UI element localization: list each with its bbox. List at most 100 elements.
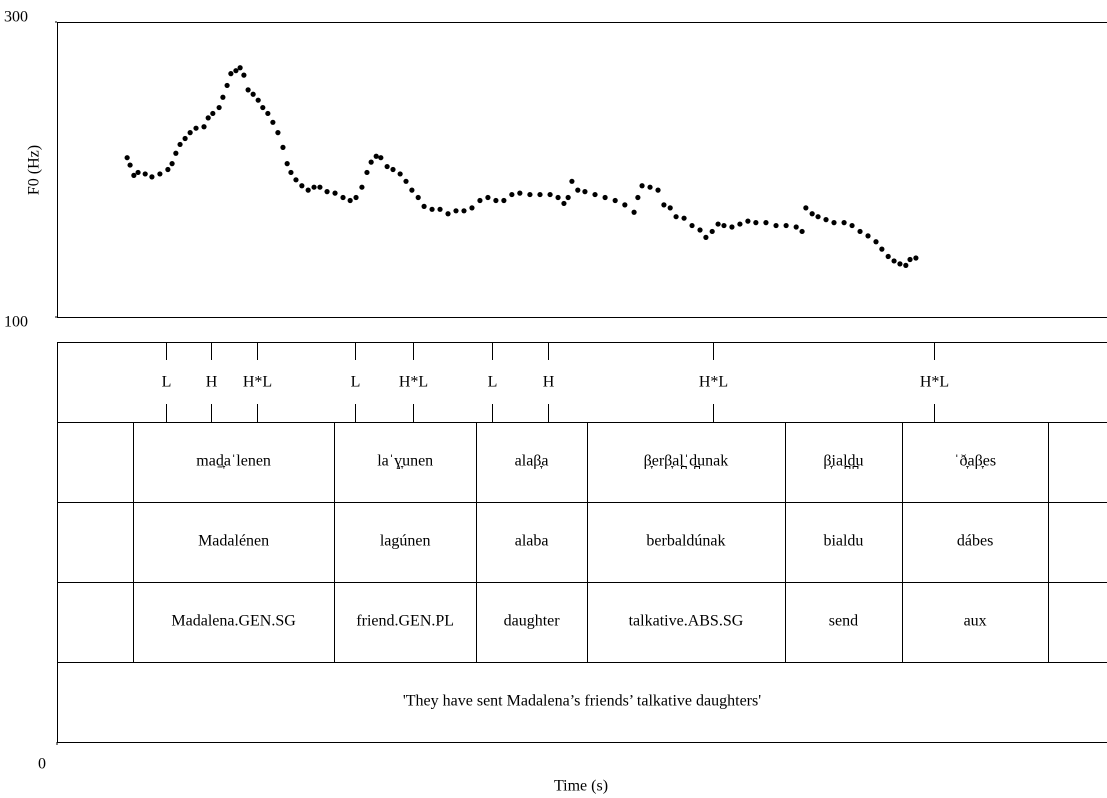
- f0-point: [429, 206, 435, 212]
- f0-point: [647, 184, 653, 190]
- tier-label: lagúnen: [380, 533, 431, 550]
- f0-point: [169, 161, 175, 167]
- tier-label: berbaldúnak: [646, 533, 725, 550]
- tier-label: friend.GEN.PL: [356, 613, 454, 630]
- tone-label: H*L: [399, 374, 428, 391]
- f0-point: [182, 135, 188, 142]
- f0-point: [409, 187, 415, 193]
- f0-point: [453, 208, 459, 214]
- f0-point: [879, 246, 885, 252]
- f0-point: [135, 169, 141, 176]
- tier-label: send: [829, 613, 858, 630]
- f0-point: [913, 255, 919, 261]
- f0-point: [831, 220, 837, 226]
- f0-point: [142, 171, 148, 177]
- f0-point: [270, 119, 276, 125]
- f0-point: [205, 115, 211, 121]
- f0-point: [849, 222, 855, 229]
- f0-point: [165, 166, 171, 173]
- tier-label: talkative.ABS.SG: [629, 613, 744, 630]
- f0-point: [721, 222, 727, 229]
- f0-point: [157, 171, 163, 177]
- tone-label: H*L: [699, 374, 728, 391]
- y-tick-label: 300: [4, 9, 28, 26]
- f0-point: [903, 262, 909, 268]
- f0-point: [127, 162, 133, 168]
- f0-point: [233, 68, 239, 74]
- f0-point: [368, 159, 374, 165]
- f0-point: [201, 124, 207, 130]
- tone-label: H*L: [920, 374, 949, 391]
- x-axis-label: Time (s): [554, 778, 608, 795]
- f0-point: [124, 155, 130, 161]
- f0-point: [709, 228, 715, 235]
- f0-point: [193, 125, 199, 131]
- f0-point: [737, 221, 743, 227]
- f0-point: [280, 144, 286, 150]
- f0-point: [220, 94, 226, 100]
- tone-label: L: [488, 374, 498, 391]
- tier-label: ˈð̞aβ̞es: [954, 453, 996, 470]
- tier-label: alaba: [515, 533, 549, 550]
- f0-point: [823, 217, 829, 223]
- f0-point: [275, 130, 281, 136]
- f0-point: [865, 233, 871, 239]
- f0-point: [437, 206, 443, 212]
- f0-point: [461, 208, 467, 214]
- f0-point: [353, 194, 359, 201]
- f0-point: [622, 202, 628, 208]
- f0-point: [317, 184, 323, 190]
- f0-point: [241, 72, 247, 78]
- f0-point: [378, 155, 384, 161]
- f0-point: [689, 222, 695, 229]
- f0-point: [260, 104, 266, 111]
- f0-point: [340, 194, 346, 201]
- f0-point: [445, 211, 451, 217]
- tier-label: daughter: [504, 613, 561, 630]
- f0-point: [324, 189, 330, 195]
- y-axis-label: F0 (Hz): [26, 145, 43, 195]
- f0-point: [897, 261, 903, 267]
- f0-point: [293, 177, 299, 183]
- f0-point: [569, 178, 575, 184]
- f0-point: [602, 194, 608, 201]
- f0-point: [729, 224, 735, 230]
- f0-point: [555, 194, 561, 201]
- f0-point: [873, 239, 879, 245]
- translation: 'They have sent Madalena’s friends’ talk…: [403, 693, 761, 710]
- tone-label: H: [206, 374, 218, 391]
- plot-frame: [57, 22, 1107, 318]
- f0-point: [403, 178, 409, 184]
- f0-point: [635, 194, 641, 201]
- f0-point: [703, 234, 709, 240]
- f0-point: [237, 65, 243, 71]
- f0-point: [715, 221, 721, 227]
- f0-point: [745, 218, 751, 224]
- f0-point: [885, 253, 891, 260]
- f0-point: [477, 197, 483, 204]
- tier-label: alaβ̞a: [515, 453, 549, 470]
- tier-label: β̞ial̪d̪u: [823, 453, 863, 471]
- f0-point: [667, 205, 673, 211]
- f0-point: [305, 187, 311, 193]
- f0-point: [639, 183, 645, 189]
- f0-point: [575, 187, 581, 193]
- f0-point: [224, 82, 230, 89]
- f0-point: [547, 191, 553, 198]
- f0-point: [288, 169, 294, 176]
- f0-point: [697, 227, 703, 233]
- f0-point: [390, 166, 396, 173]
- f0-point: [803, 205, 809, 211]
- f0-point: [517, 190, 523, 196]
- f0-point: [509, 191, 515, 198]
- f0-point: [347, 197, 353, 204]
- f0-point: [891, 258, 897, 264]
- f0-point: [763, 220, 769, 226]
- f0-point: [364, 169, 370, 176]
- tier-label: Madalena.GEN.SG: [171, 613, 296, 630]
- f0-point: [397, 171, 403, 177]
- f0-point: [177, 141, 183, 148]
- f0-point: [187, 130, 193, 136]
- f0-point: [681, 215, 687, 221]
- f0-point: [245, 87, 251, 93]
